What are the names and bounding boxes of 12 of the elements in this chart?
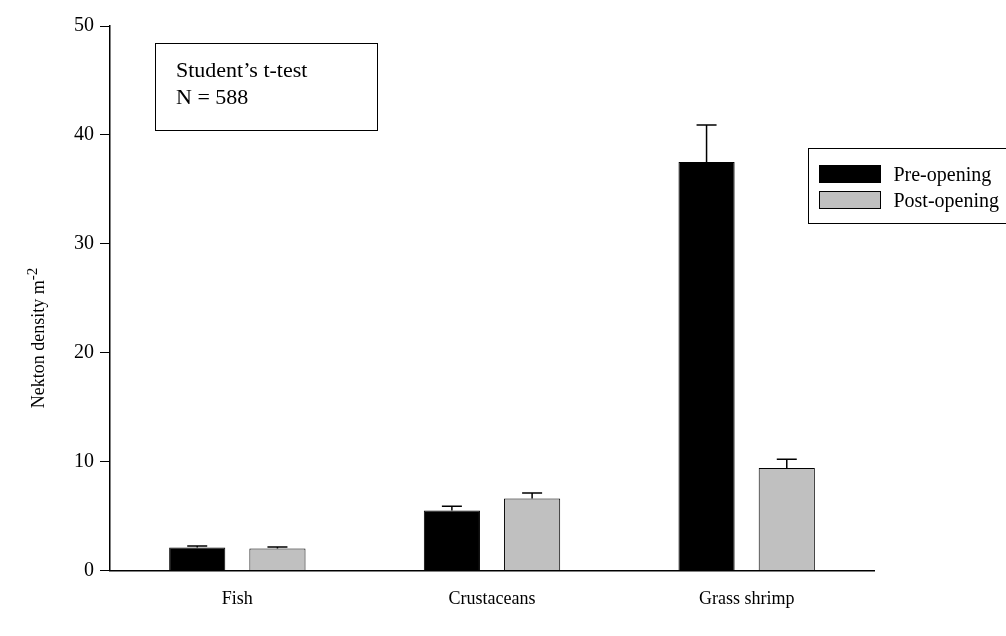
x-tick-label: Grass shrimp: [698, 587, 795, 608]
legend-label: Pre-opening: [893, 162, 992, 186]
x-tick-label: Fish: [221, 587, 253, 608]
annotation: Student’s t-test N = 588: [155, 43, 379, 131]
legend-label: Post-opening: [893, 188, 999, 212]
y-tick-label: 20: [74, 339, 94, 362]
y-tick-label: 40: [74, 122, 94, 145]
y-tick-label: 30: [74, 231, 94, 254]
y-tick-label: 0: [84, 557, 94, 580]
x-tick-label: Crustaceans: [448, 587, 536, 608]
y-tick-label: 50: [74, 13, 94, 36]
y-tick-label: 10: [74, 448, 94, 471]
